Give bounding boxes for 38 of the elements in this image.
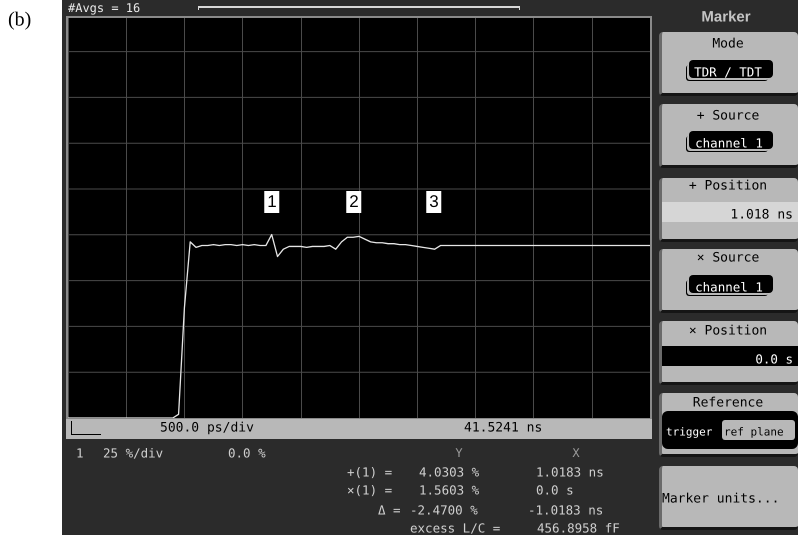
text: × Source <box>696 250 760 266</box>
text: 4.0303 % <box>419 464 480 480</box>
text: +(1) = <box>347 464 392 480</box>
text: Reference <box>692 396 764 410</box>
text: ×(1) = <box>347 482 392 498</box>
text: excess L/C = <box>410 520 500 535</box>
text: channel 1 <box>695 136 763 150</box>
text: Y <box>455 446 463 460</box>
text: 1.5603 % <box>419 482 480 498</box>
text: -2.4700 % <box>410 502 478 518</box>
text: Mode <box>712 36 744 52</box>
text: #Avgs = 16 <box>68 1 140 15</box>
text: 3 <box>426 191 442 213</box>
text: 1.0183 ns <box>536 464 604 480</box>
text: ref plane <box>724 426 784 438</box>
text: Marker <box>701 8 751 26</box>
text: channel 1 <box>695 280 763 294</box>
text: Marker units... <box>662 492 780 506</box>
text: + Position <box>688 178 768 194</box>
text: + Source <box>696 108 760 124</box>
text: 456.8958 fF <box>537 520 620 535</box>
text: 1.018 ns <box>730 208 793 222</box>
text: 0.0 s <box>755 352 793 366</box>
text: × Position <box>688 324 768 338</box>
text: 41.5241 ns <box>464 420 542 436</box>
text: X <box>572 446 580 460</box>
text: TDR / TDT <box>694 64 762 80</box>
text: 0.0 % <box>228 446 266 460</box>
text: 2 <box>346 191 362 213</box>
text: 500.0 ps/div <box>160 420 254 436</box>
text: 1 <box>76 446 84 460</box>
text: 0.0 s <box>536 482 574 498</box>
text: 1 <box>264 191 280 213</box>
text: 25 %/div <box>103 446 164 460</box>
text: -1.0183 ns <box>528 502 604 518</box>
text: (b) <box>8 8 32 32</box>
text: trigger <box>666 426 712 438</box>
text: Δ = <box>378 502 401 518</box>
